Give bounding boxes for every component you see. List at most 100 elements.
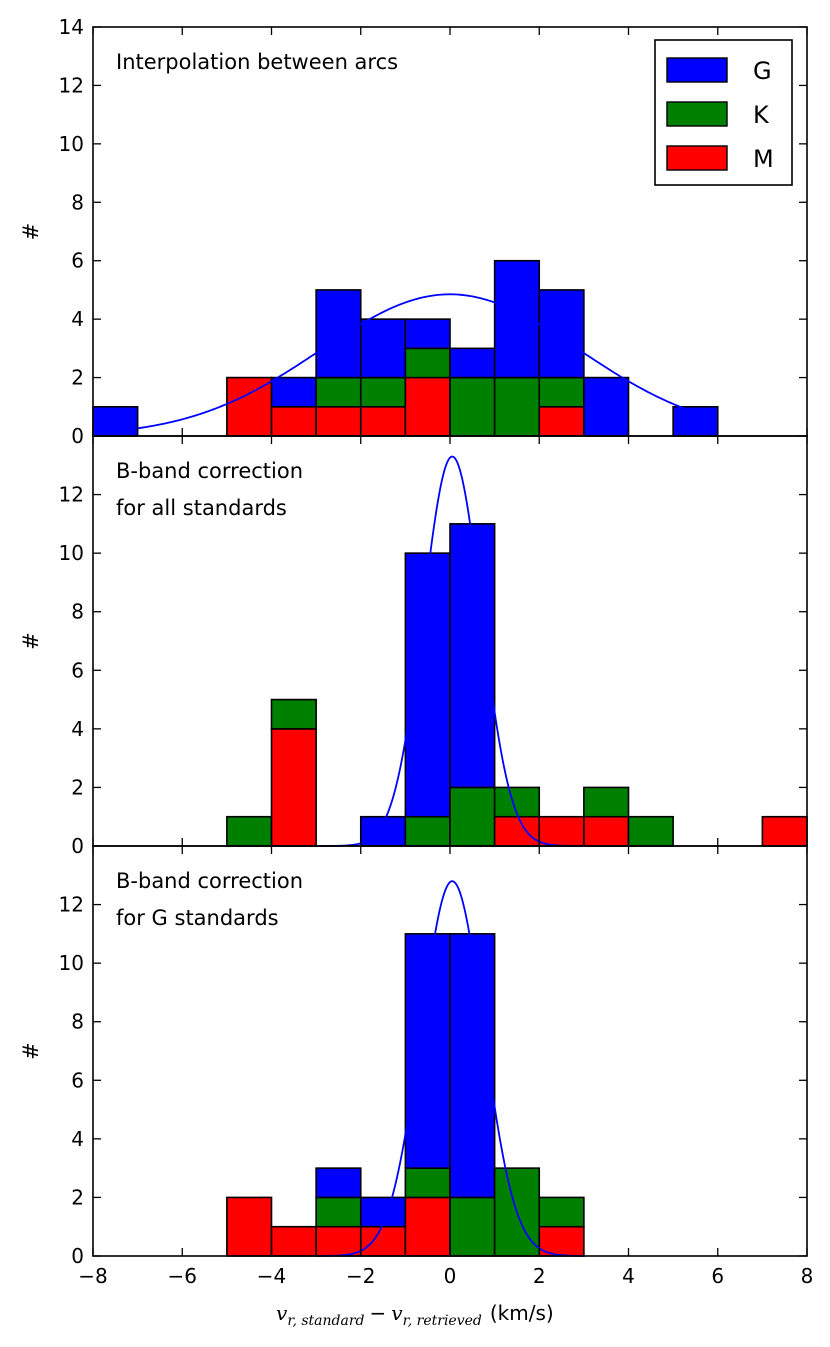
bar-K-bin-8 [538, 376, 585, 408]
x-tick-label: 8 [801, 1264, 814, 1288]
bar-G-bin-2 [359, 815, 407, 847]
panel-1: 0 2 4 6 8 10 12 14 # Interpolation between arcs GK… [19, 15, 808, 448]
x-tick-label: 2 [533, 1264, 546, 1288]
bar-K-bin-4 [449, 786, 496, 847]
legend-swatch-K [666, 101, 728, 127]
y-tick-label: 12 [59, 73, 84, 97]
x-tick-label: 4 [622, 1264, 635, 1288]
bar-G-bin-4 [404, 933, 451, 1169]
bar-K-bin-5 [493, 786, 541, 818]
bar-M-bin-3 [315, 405, 362, 437]
y-tick-label: 0 [71, 1244, 84, 1268]
gaussian-fit-curve [137, 293, 696, 430]
bar-K-bin-5 [404, 347, 451, 379]
bar-G-bin-4 [449, 523, 496, 789]
x-axis-label: vr, standard − vr, retrieved (km/s) [276, 1301, 554, 1329]
bar-M-bin-4 [404, 1196, 451, 1257]
bar-K-bin-3 [315, 376, 362, 408]
x-tick-label: −6 [168, 1264, 197, 1288]
x-label-sub-1: r, standard [287, 1313, 364, 1329]
bar-M-bin-2 [315, 1225, 362, 1257]
bar-M-bin-5 [404, 376, 451, 437]
bar-G-bin-3 [404, 552, 451, 818]
y-tick-label: 4 [71, 1127, 84, 1151]
y-tick-label: 0 [71, 834, 84, 858]
bar-K-bin-4 [404, 1167, 451, 1199]
bar-K-bin-5 [449, 1196, 496, 1257]
legend-swatch-G [666, 57, 728, 83]
y-tick-label: 8 [71, 190, 84, 214]
bar-G-bin-0 [92, 405, 139, 437]
bar-K-bin-3 [404, 815, 451, 847]
y-tick-label: 10 [59, 951, 84, 975]
x-label-units: (km/s) [490, 1301, 554, 1325]
bar-M-bin-3 [359, 1225, 407, 1257]
bar-K-bin-0 [226, 815, 273, 847]
y-tick-label: 6 [71, 249, 84, 273]
bar-G-bin-5 [404, 318, 451, 350]
x-tick-label: −2 [346, 1264, 375, 1288]
y-tick-label: 8 [71, 1010, 84, 1034]
x-tick-label: 6 [711, 1264, 724, 1288]
bar-K-bin-8 [627, 815, 674, 847]
y-tick-label: 6 [71, 1068, 84, 1092]
bar-M-bin-4 [359, 405, 407, 437]
panel-annotation-line-1: Interpolation between arcs [116, 50, 398, 74]
x-label-var-1: v [276, 1301, 288, 1325]
bar-M-bin-1 [226, 376, 273, 437]
panel-2: 0 2 4 6 8 10 12 # B-band correction for all stand… [19, 435, 808, 858]
legend-label-G: G [753, 57, 772, 85]
bar-G-bin-5 [449, 933, 496, 1199]
y-tick-label: 4 [71, 717, 84, 741]
panel-annotation-line-2: for G standards [116, 906, 279, 930]
y-tick-label: 2 [71, 1185, 84, 1209]
x-label-minus: − [370, 1301, 387, 1325]
x-tick-label: 0 [444, 1264, 457, 1288]
bar-G-bin-4 [359, 318, 407, 379]
bar-G-bin-8 [538, 289, 585, 379]
y-tick-label: 0 [71, 424, 84, 448]
x-tick-label: −4 [257, 1264, 286, 1288]
bar-M-bin-0 [226, 1196, 273, 1257]
bar-K-bin-7 [493, 376, 541, 437]
bar-G-bin-3 [315, 289, 362, 379]
bar-K-bin-6 [449, 376, 496, 437]
y-tick-label: 2 [71, 366, 84, 390]
bar-K-bin-2 [315, 1196, 362, 1228]
panel-annotation-line-1: B-band correction [116, 459, 303, 483]
x-tick-label: −8 [78, 1264, 107, 1288]
y-tick-label: 12 [59, 893, 84, 917]
y-tick-label: 2 [71, 775, 84, 799]
y-tick-label: 8 [71, 600, 84, 624]
bar-M-bin-2 [270, 405, 317, 437]
legend: GKM [654, 39, 793, 186]
y-tick-label: 12 [59, 483, 84, 507]
panels-layer: 0 2 4 6 8 10 12 14 # Interpolation between arcs GK… [19, 15, 813, 1288]
y-tick-label: 10 [59, 541, 84, 565]
y-axis-label: # [19, 632, 43, 650]
bar-K-bin-1 [270, 698, 317, 730]
y-tick-label: 10 [59, 132, 84, 156]
y-tick-label: 4 [71, 307, 84, 331]
y-axis-label: # [19, 223, 43, 241]
panel-annotation-line-1: B-band correction [116, 869, 303, 893]
bar-G-bin-7 [493, 259, 541, 379]
legend-label-M: M [753, 145, 774, 173]
bar-G-bin-9 [583, 376, 630, 437]
bar-G-bin-2 [270, 376, 317, 408]
x-label-var-2: v [391, 1301, 403, 1325]
bar-G-bin-6 [449, 347, 496, 379]
bar-M-bin-7 [583, 815, 630, 847]
bar-K-bin-7 [538, 1196, 585, 1228]
legend-label-K: K [753, 101, 770, 129]
bar-G-bin-10 [672, 405, 719, 437]
legend-swatch-M [666, 145, 728, 171]
bar-M-bin-9 [761, 815, 808, 847]
bar-K-bin-7 [583, 786, 630, 818]
panel-annotation-line-2: for all standards [116, 496, 287, 520]
y-axis-label: # [19, 1042, 43, 1060]
panel-3: 0 2 4 6 8 10 12 # B-band correction for G standar… [19, 845, 814, 1288]
bar-M-bin-8 [538, 405, 585, 437]
bar-M-bin-6 [538, 815, 585, 847]
